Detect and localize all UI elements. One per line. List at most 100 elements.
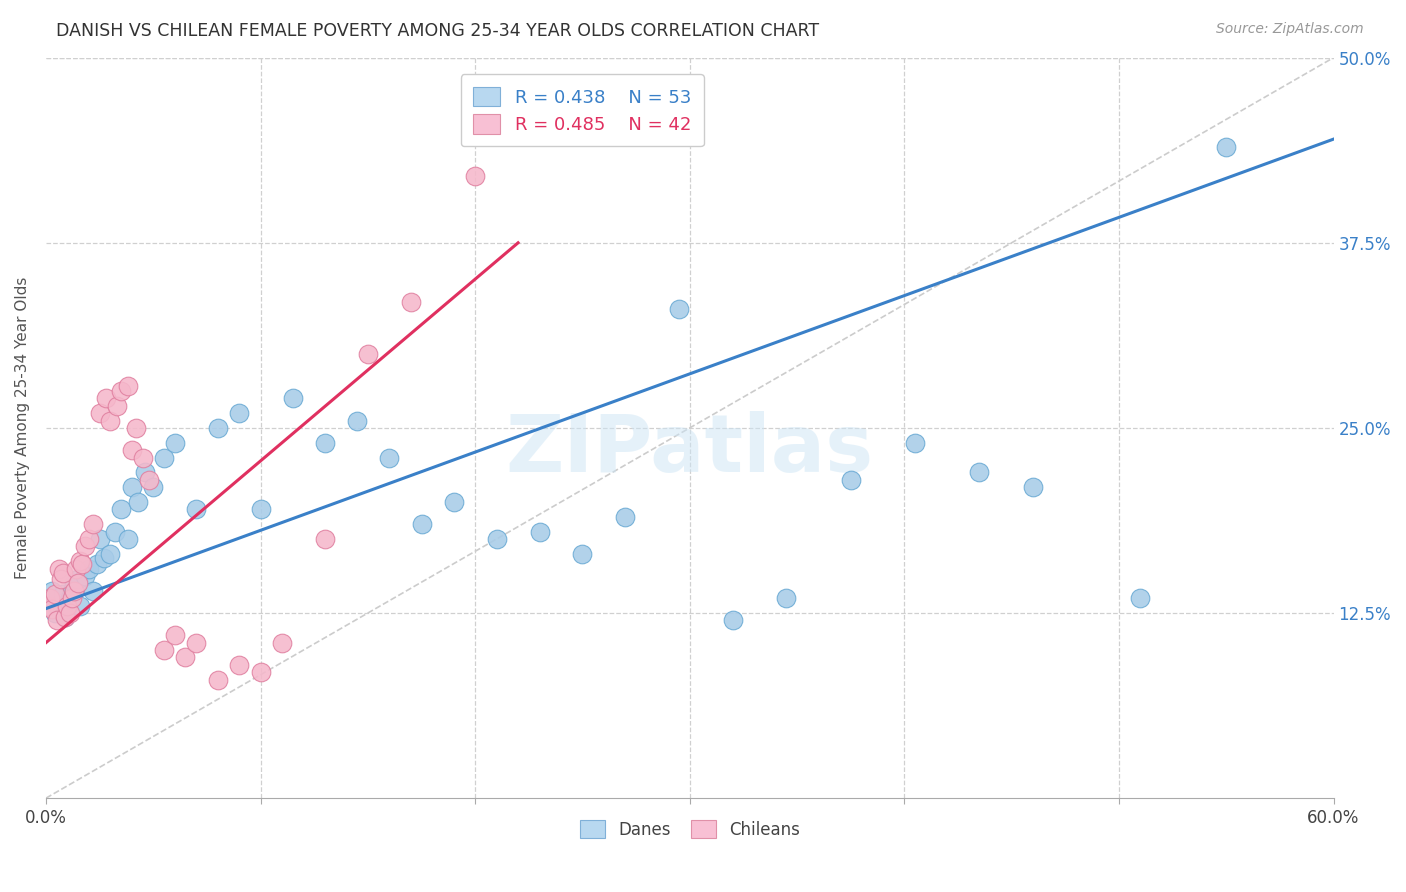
Point — [904, 435, 927, 450]
Point — [73, 569, 96, 583]
Point — [153, 643, 176, 657]
Point — [125, 421, 148, 435]
Point — [45, 599, 67, 613]
Point — [839, 473, 862, 487]
Point — [142, 480, 165, 494]
Point — [82, 517, 104, 532]
Y-axis label: Female Poverty Among 25-34 Year Olds: Female Poverty Among 25-34 Year Olds — [15, 277, 30, 579]
Text: DANISH VS CHILEAN FEMALE POVERTY AMONG 25-34 YEAR OLDS CORRELATION CHART: DANISH VS CHILEAN FEMALE POVERTY AMONG 2… — [56, 22, 820, 40]
Point — [163, 628, 186, 642]
Point — [153, 450, 176, 465]
Point — [346, 413, 368, 427]
Point — [1022, 480, 1045, 494]
Point — [52, 587, 75, 601]
Point — [37, 599, 59, 613]
Point — [86, 557, 108, 571]
Point — [53, 610, 76, 624]
Point — [117, 379, 139, 393]
Point — [138, 473, 160, 487]
Point — [104, 524, 127, 539]
Point — [63, 583, 86, 598]
Point — [228, 657, 250, 672]
Point — [41, 583, 63, 598]
Point — [207, 673, 229, 687]
Point — [271, 635, 294, 649]
Point — [89, 532, 111, 546]
Point — [117, 532, 139, 546]
Point — [207, 421, 229, 435]
Point — [571, 547, 593, 561]
Point — [98, 413, 121, 427]
Point — [110, 502, 132, 516]
Point — [69, 599, 91, 613]
Point — [131, 450, 153, 465]
Point — [49, 596, 72, 610]
Point — [72, 557, 94, 571]
Point — [127, 495, 149, 509]
Point — [48, 601, 70, 615]
Point — [1129, 591, 1152, 606]
Point — [1215, 139, 1237, 153]
Point — [485, 532, 508, 546]
Point — [39, 591, 62, 606]
Point — [94, 392, 117, 406]
Text: Source: ZipAtlas.com: Source: ZipAtlas.com — [1216, 22, 1364, 37]
Point — [39, 591, 62, 606]
Point — [60, 583, 83, 598]
Point — [89, 406, 111, 420]
Point — [60, 591, 83, 606]
Point — [93, 551, 115, 566]
Point — [529, 524, 551, 539]
Point — [121, 480, 143, 494]
Point — [110, 384, 132, 398]
Point — [63, 576, 86, 591]
Point — [228, 406, 250, 420]
Point — [77, 561, 100, 575]
Point — [41, 601, 63, 615]
Point — [314, 435, 336, 450]
Point — [721, 614, 744, 628]
Point — [58, 606, 80, 620]
Legend: Danes, Chileans: Danes, Chileans — [574, 814, 807, 846]
Point — [281, 392, 304, 406]
Point — [314, 532, 336, 546]
Point — [49, 572, 72, 586]
Point — [969, 466, 991, 480]
Point — [73, 540, 96, 554]
Point — [44, 606, 66, 620]
Point — [443, 495, 465, 509]
Point — [399, 295, 422, 310]
Point — [69, 554, 91, 568]
Point — [45, 614, 67, 628]
Point — [186, 502, 208, 516]
Point — [77, 532, 100, 546]
Point — [775, 591, 797, 606]
Point — [378, 450, 401, 465]
Point — [82, 583, 104, 598]
Point — [56, 601, 79, 615]
Point — [163, 435, 186, 450]
Point — [464, 169, 486, 183]
Point — [174, 650, 197, 665]
Point — [65, 561, 87, 575]
Point — [53, 610, 76, 624]
Point — [52, 566, 75, 580]
Point — [67, 572, 90, 586]
Point — [121, 443, 143, 458]
Point — [105, 399, 128, 413]
Point — [186, 635, 208, 649]
Point — [249, 502, 271, 516]
Point — [357, 347, 380, 361]
Point — [67, 576, 90, 591]
Point — [98, 547, 121, 561]
Point — [411, 517, 433, 532]
Point — [614, 509, 637, 524]
Point — [249, 665, 271, 680]
Text: ZIPatlas: ZIPatlas — [506, 411, 875, 489]
Point — [56, 599, 79, 613]
Point — [134, 466, 156, 480]
Point — [58, 591, 80, 606]
Point — [48, 561, 70, 575]
Point — [668, 302, 690, 317]
Point — [44, 587, 66, 601]
